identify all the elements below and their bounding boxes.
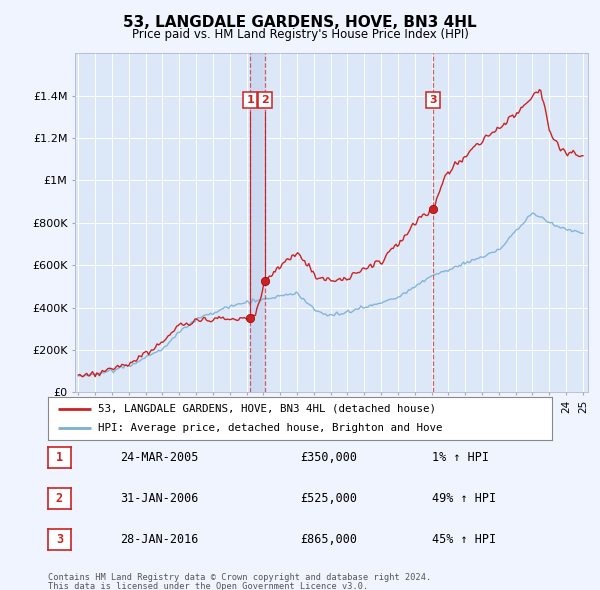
Text: £865,000: £865,000 — [300, 533, 357, 546]
Text: 24-MAR-2005: 24-MAR-2005 — [120, 451, 199, 464]
Text: 1% ↑ HPI: 1% ↑ HPI — [432, 451, 489, 464]
Text: 53, LANGDALE GARDENS, HOVE, BN3 4HL (detached house): 53, LANGDALE GARDENS, HOVE, BN3 4HL (det… — [98, 404, 436, 414]
Text: 1: 1 — [247, 95, 254, 105]
Text: 53, LANGDALE GARDENS, HOVE, BN3 4HL: 53, LANGDALE GARDENS, HOVE, BN3 4HL — [123, 15, 477, 30]
Text: 2: 2 — [261, 95, 269, 105]
Text: 49% ↑ HPI: 49% ↑ HPI — [432, 492, 496, 505]
Text: 3: 3 — [56, 533, 63, 546]
Text: Price paid vs. HM Land Registry's House Price Index (HPI): Price paid vs. HM Land Registry's House … — [131, 28, 469, 41]
Text: 28-JAN-2016: 28-JAN-2016 — [120, 533, 199, 546]
Text: 2: 2 — [56, 492, 63, 505]
Text: 3: 3 — [429, 95, 437, 105]
Text: 45% ↑ HPI: 45% ↑ HPI — [432, 533, 496, 546]
Text: 31-JAN-2006: 31-JAN-2006 — [120, 492, 199, 505]
Text: Contains HM Land Registry data © Crown copyright and database right 2024.: Contains HM Land Registry data © Crown c… — [48, 573, 431, 582]
Text: HPI: Average price, detached house, Brighton and Hove: HPI: Average price, detached house, Brig… — [98, 423, 443, 433]
Text: £525,000: £525,000 — [300, 492, 357, 505]
Bar — [250, 53, 265, 392]
Text: This data is licensed under the Open Government Licence v3.0.: This data is licensed under the Open Gov… — [48, 582, 368, 590]
Text: £350,000: £350,000 — [300, 451, 357, 464]
Text: 1: 1 — [56, 451, 63, 464]
